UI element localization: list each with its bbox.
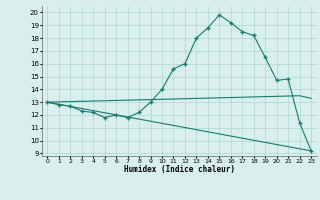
X-axis label: Humidex (Indice chaleur): Humidex (Indice chaleur) — [124, 165, 235, 174]
